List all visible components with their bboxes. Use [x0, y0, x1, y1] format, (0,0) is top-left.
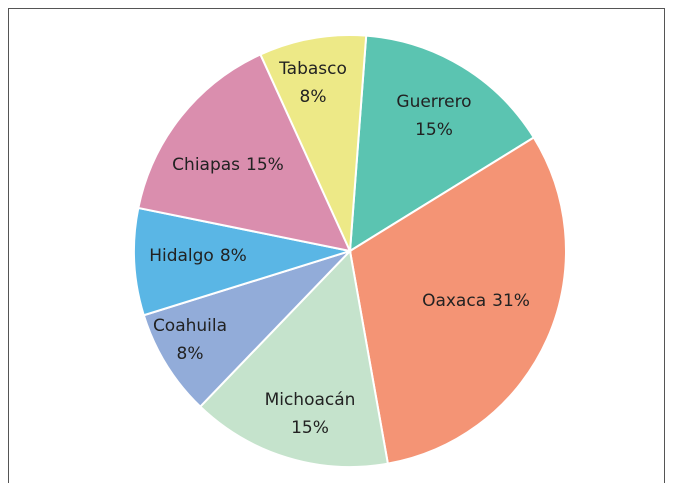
value-label: 15% — [246, 155, 284, 175]
pie-slice — [142, 250, 351, 409]
value-label: 31% — [492, 291, 530, 311]
slice-label: Coahuila 8% — [153, 316, 227, 364]
pie-slice — [133, 206, 351, 317]
pie-slice — [137, 53, 352, 253]
slice-label: Oaxaca 31% — [422, 291, 530, 311]
category-label: Hidalgo — [149, 246, 214, 266]
value-label: 8% — [300, 87, 327, 107]
category-label: Oaxaca — [422, 291, 486, 311]
pie-slice — [259, 34, 368, 252]
value-label: 8% — [220, 246, 247, 266]
slice-label: Guerrero 15% — [396, 92, 471, 140]
pie-slice — [348, 34, 536, 253]
category-label: Guerrero — [396, 92, 471, 112]
slice-label: Chiapas 15% — [172, 155, 284, 175]
slice-label: Hidalgo 8% — [149, 246, 247, 266]
value-label: 15% — [291, 418, 329, 438]
category-label: Chiapas — [172, 155, 240, 175]
value-label: 8% — [177, 344, 204, 364]
slice-label: Tabasco 8% — [278, 59, 347, 107]
category-label: Coahuila — [153, 316, 227, 336]
pie-slice — [348, 136, 567, 465]
slice-label: Michoacán 15% — [265, 390, 356, 438]
pie-slice — [198, 248, 390, 468]
category-label: Michoacán — [265, 390, 356, 410]
value-label: 15% — [415, 120, 453, 140]
frame — [8, 8, 665, 483]
category-label: Tabasco — [278, 59, 347, 79]
